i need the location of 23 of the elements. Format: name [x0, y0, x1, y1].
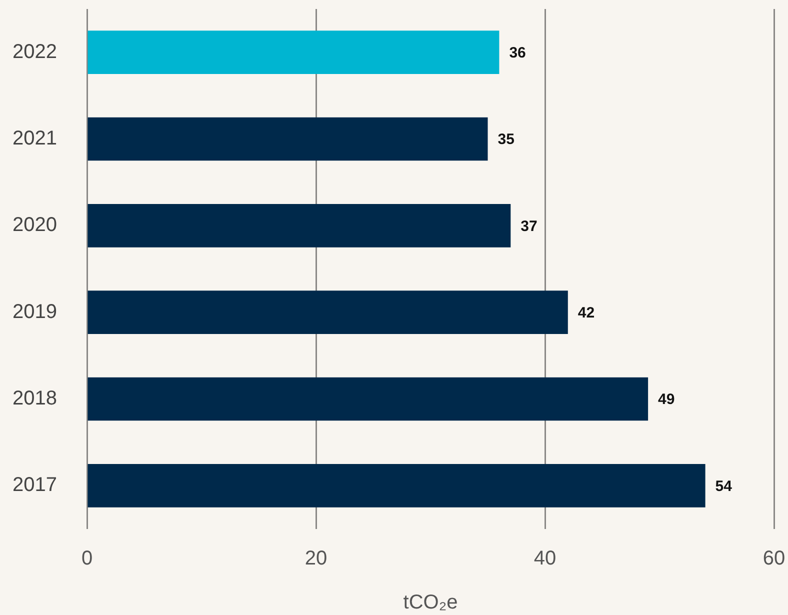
data-label: 54 [715, 478, 733, 495]
data-label: 36 [509, 44, 526, 62]
data-label: 35 [498, 131, 514, 148]
bar [88, 377, 648, 421]
x-axis-title: tCO₂e [403, 592, 458, 614]
bar [88, 117, 488, 161]
y-tick-label: 2020 [12, 214, 57, 236]
bar [88, 30, 500, 74]
y-tick-label: 2019 [12, 300, 57, 323]
data-label: 37 [520, 218, 538, 235]
data-label: 49 [658, 391, 675, 408]
x-tick-label: 60 [762, 548, 786, 570]
y-tick-label: 2017 [12, 474, 57, 496]
x-tick-label: 40 [534, 548, 556, 570]
x-tick-label: 20 [304, 548, 328, 570]
data-label: 42 [578, 304, 595, 322]
x-tick-label: 0 [81, 548, 93, 570]
bar [88, 464, 706, 508]
bar [88, 290, 568, 334]
y-tick-label: 2022 [12, 40, 57, 63]
y-tick-label: 2021 [12, 128, 57, 150]
y-tick-label: 2018 [12, 388, 57, 410]
bar [88, 204, 511, 248]
